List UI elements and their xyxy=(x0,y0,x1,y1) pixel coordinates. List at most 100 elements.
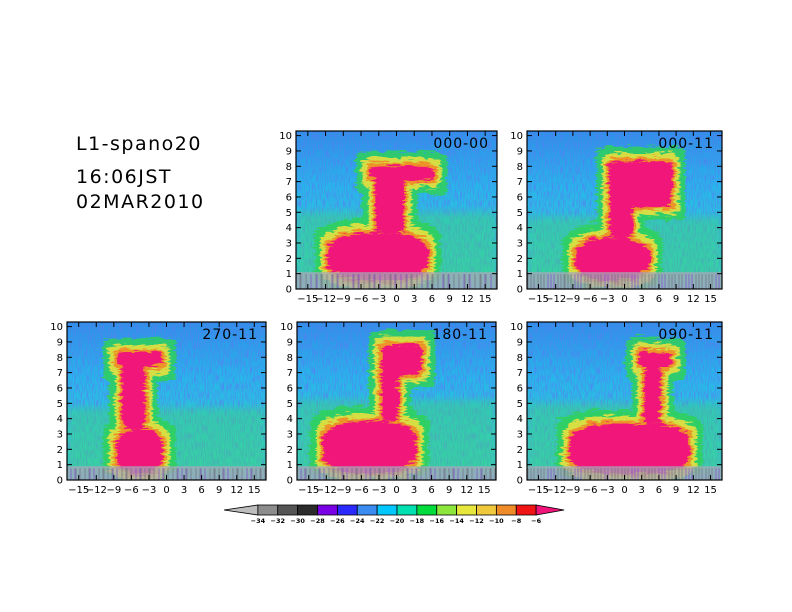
y-tick-label: 4 xyxy=(286,223,292,234)
core-magenta xyxy=(113,349,161,473)
x-tick-label: 6 xyxy=(428,485,434,496)
x-tick-label: 9 xyxy=(446,485,452,496)
colorbar-swatch xyxy=(515,504,537,516)
x-tick-label: 3 xyxy=(639,294,645,305)
colorbar-label: −34 xyxy=(251,517,266,525)
y-tick-label: 2 xyxy=(287,445,293,456)
y-tick-label: 1 xyxy=(287,460,293,471)
y-tick-label: 4 xyxy=(517,223,523,234)
core-magenta xyxy=(325,163,432,279)
panel-label: 270-11 xyxy=(202,327,258,343)
x-tick-label: 12 xyxy=(461,294,474,305)
y-tick-label: 9 xyxy=(517,146,523,157)
panel-label: 000-11 xyxy=(658,136,714,152)
plume-part-2 xyxy=(635,349,671,365)
y-tick-label: 2 xyxy=(57,445,63,456)
y-tick-label: 5 xyxy=(517,208,523,219)
plume-part-2 xyxy=(378,341,420,373)
x-tick-label: −12 xyxy=(86,485,107,496)
y-tick-label: 7 xyxy=(57,368,63,379)
panel-label: 180-11 xyxy=(432,327,488,343)
y-tick-label: 3 xyxy=(517,429,523,440)
x-tick-label: −12 xyxy=(315,294,336,305)
x-tick-label: −15 xyxy=(297,294,318,305)
x-tick-label: −9 xyxy=(336,294,351,305)
colorbar-swatch xyxy=(535,504,565,516)
y-tick-label: 10 xyxy=(510,131,523,142)
y-tick-label: 5 xyxy=(517,399,523,410)
x-tick-label: −12 xyxy=(316,485,337,496)
y-tick-label: 0 xyxy=(286,285,292,296)
y-tick-label: 2 xyxy=(286,254,292,265)
y-tick-label: 10 xyxy=(510,322,523,333)
x-tick-label: −15 xyxy=(298,485,319,496)
x-tick-label: −15 xyxy=(528,294,549,305)
colorbar-label: −10 xyxy=(489,517,504,525)
y-tick-label: 0 xyxy=(287,476,293,487)
y-tick-label: 8 xyxy=(57,353,63,364)
colorbar-label: −14 xyxy=(449,517,464,525)
y-tick-label: 2 xyxy=(517,254,523,265)
heatmap-field xyxy=(527,131,722,289)
y-tick-label: 5 xyxy=(57,399,63,410)
colorbar-label: −30 xyxy=(290,517,305,525)
y-tick-label: 0 xyxy=(517,285,523,296)
colorbar-swatch xyxy=(297,504,318,516)
y-tick-label: 0 xyxy=(57,476,63,487)
plume-part-1 xyxy=(119,357,144,427)
colorbar-label: −18 xyxy=(410,517,425,525)
x-tick-label: −6 xyxy=(583,294,598,305)
y-tick-label: 7 xyxy=(517,177,523,188)
colorbar-label: −32 xyxy=(271,517,286,525)
y-tick-label: 5 xyxy=(286,208,292,219)
y-tick-label: 3 xyxy=(517,238,523,249)
colorbar-label: −6 xyxy=(531,517,541,525)
y-tick-label: 2 xyxy=(517,445,523,456)
x-tick-label: 12 xyxy=(687,485,700,496)
colorbar-label: −12 xyxy=(469,517,484,525)
x-tick-label: 0 xyxy=(621,294,627,305)
plume-part-2 xyxy=(366,163,432,179)
x-tick-label: 3 xyxy=(411,294,417,305)
x-tick-label: −12 xyxy=(545,485,566,496)
x-tick-label: −3 xyxy=(371,294,386,305)
x-tick-label: −3 xyxy=(600,294,615,305)
colorbar-swatch xyxy=(336,504,358,516)
colorbar-swatch xyxy=(396,504,418,516)
core-magenta xyxy=(567,349,688,471)
x-tick-label: 6 xyxy=(656,485,662,496)
time-label: 16:06JST xyxy=(76,166,173,188)
y-tick-label: 8 xyxy=(287,353,293,364)
x-tick-label: −3 xyxy=(600,485,615,496)
x-tick-label: 9 xyxy=(447,294,453,305)
x-tick-label: −12 xyxy=(545,294,566,305)
colorbar-label: −8 xyxy=(511,517,521,525)
y-tick-label: 3 xyxy=(286,238,292,249)
y-tick-label: 8 xyxy=(517,353,523,364)
heatmap-field xyxy=(297,322,496,480)
x-tick-label: 9 xyxy=(216,485,222,496)
colorbar-label: −22 xyxy=(370,517,385,525)
x-tick-label: 3 xyxy=(411,485,417,496)
colorbar: −34 −32 −30 −28 −26 −24 −22 −20 −18 −16 −14 −12 −10−… xyxy=(223,504,565,525)
y-tick-label: 5 xyxy=(287,399,293,410)
x-tick-label: −15 xyxy=(68,485,89,496)
y-tick-label: 6 xyxy=(57,383,63,394)
x-tick-label: 0 xyxy=(393,294,399,305)
y-tick-label: 8 xyxy=(286,162,292,173)
colorbar-swatch xyxy=(416,504,438,516)
colorbar-label: −20 xyxy=(390,517,405,525)
colorbar-swatch xyxy=(317,504,338,516)
y-tick-label: 1 xyxy=(57,460,63,471)
x-tick-label: −6 xyxy=(124,485,139,496)
y-tick-label: 9 xyxy=(517,337,523,348)
y-tick-label: 9 xyxy=(57,337,63,348)
date-label: 02MAR2010 xyxy=(76,191,205,213)
y-tick-label: 7 xyxy=(517,368,523,379)
x-tick-label: 9 xyxy=(673,294,679,305)
x-tick-label: 15 xyxy=(478,485,491,496)
heatmap-field xyxy=(296,131,497,289)
